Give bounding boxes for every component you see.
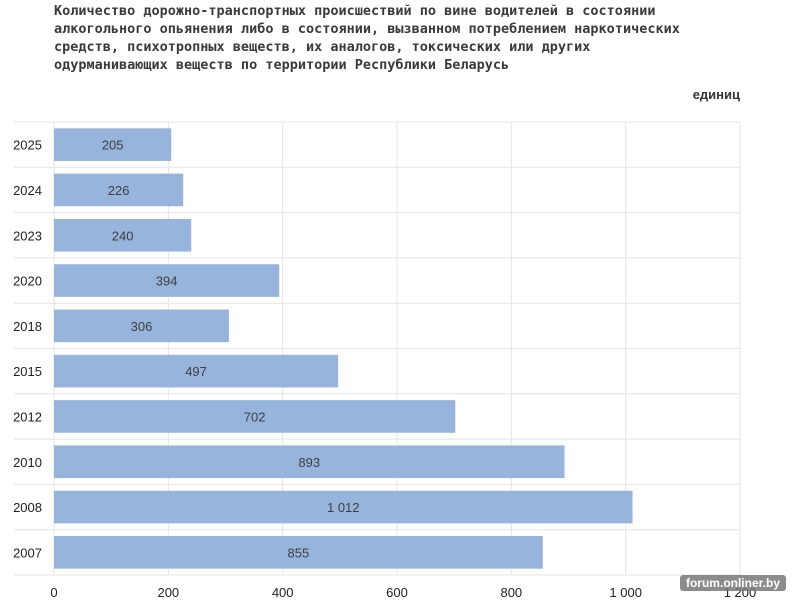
x-tick-label: 0 — [50, 585, 57, 600]
data-label: 855 — [288, 545, 310, 560]
y-tick-label: 2015 — [13, 364, 42, 379]
x-tick-label: 600 — [386, 585, 408, 600]
y-tick-label: 2018 — [13, 319, 42, 334]
data-label: 497 — [185, 364, 207, 379]
bar — [54, 490, 633, 524]
bar — [54, 445, 565, 479]
x-tick-label: 800 — [500, 585, 522, 600]
bar — [54, 354, 339, 388]
y-axis-labels: 2025 2024 2023 2020 2018 2015 2012 2010 2008 2007 — [13, 138, 42, 561]
x-tick-label: 400 — [272, 585, 294, 600]
x-tick-label: 200 — [157, 585, 179, 600]
x-tick-label: 1 000 — [609, 585, 642, 600]
y-tick-label: 2007 — [13, 545, 42, 560]
data-label: 893 — [298, 455, 320, 470]
y-tick-label: 2008 — [13, 500, 42, 515]
watermark: forum.onliner.by — [679, 575, 786, 591]
bar — [54, 264, 280, 297]
data-label: 226 — [108, 183, 130, 198]
chart-grid — [14, 121, 741, 576]
data-label: 394 — [156, 274, 178, 289]
data-label: 306 — [131, 319, 153, 334]
bar — [54, 128, 172, 161]
x-axis-labels: 0 200 400 600 800 1 000 1 200 — [50, 585, 756, 600]
data-label: 205 — [102, 138, 124, 153]
bar — [54, 309, 229, 343]
y-tick-label: 2024 — [13, 183, 42, 198]
data-label: 702 — [244, 409, 266, 424]
y-tick-label: 2020 — [13, 274, 42, 289]
chart-title: Количество дорожно-транспортных происшес… — [54, 3, 680, 73]
data-label: 1 012 — [327, 500, 360, 515]
bar — [54, 536, 543, 569]
y-tick-label: 2025 — [13, 138, 42, 153]
data-label: 240 — [112, 228, 134, 243]
y-tick-label: 2023 — [13, 228, 42, 243]
y-tick-label: 2010 — [13, 455, 42, 470]
unit-label: единиц — [692, 87, 740, 102]
bar — [54, 218, 192, 252]
bar — [54, 400, 456, 433]
bar — [54, 173, 184, 207]
chart-bars: 205 226 240 394 306 497 702 893 1 012 855 — [54, 128, 633, 569]
y-tick-label: 2012 — [13, 409, 42, 424]
